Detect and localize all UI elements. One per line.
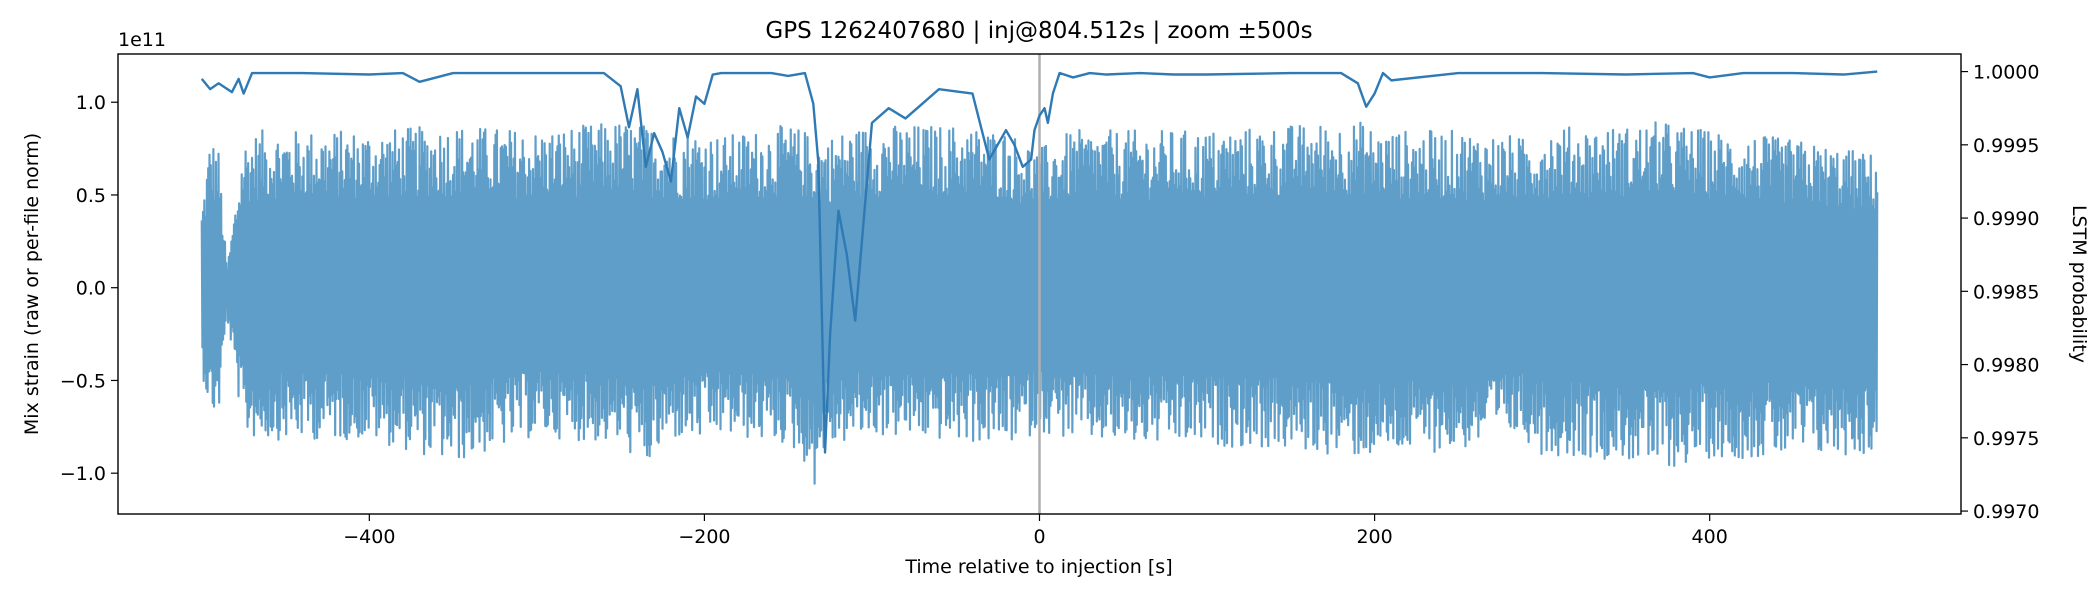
x-tick-label: −400: [343, 526, 395, 548]
y2-tick-label: 0.9970: [1973, 501, 2039, 523]
y2-axis-title: LSTM probability: [2068, 205, 2090, 363]
y-tick-label: 0.0: [76, 278, 106, 300]
y2-tick-label: 0.9985: [1973, 281, 2039, 303]
plot-content: [200, 54, 1879, 514]
x-tick-label: 200: [1356, 526, 1392, 548]
y2-tick-label: 0.9980: [1973, 355, 2039, 377]
y-tick-label: −1.0: [60, 463, 106, 485]
y-tick-label: −0.5: [60, 370, 106, 392]
chart-title: GPS 1262407680 | inj@804.512s | zoom ±50…: [765, 18, 1312, 44]
y2-tick-label: 1.0000: [1973, 62, 2039, 84]
x-axis: −400 −200 0 200 400: [343, 514, 1728, 548]
x-tick-label: −200: [678, 526, 730, 548]
y-tick-label: 0.5: [76, 185, 106, 207]
y2-tick-label: 0.9975: [1973, 428, 2039, 450]
y-axis-left: −1.0 −0.5 0.0 0.5 1.0: [60, 92, 118, 485]
y2-tick-label: 0.9995: [1973, 135, 2039, 157]
y-axis-title: Mix strain (raw or per-file norm): [21, 133, 43, 435]
y2-tick-label: 0.9990: [1973, 208, 2039, 230]
y-axis-right: 0.9970 0.9975 0.9980 0.9985 0.9990 0.9995 1.00…: [1961, 62, 2039, 523]
y-tick-label: 1.0: [76, 92, 106, 114]
y-axis-offset-label: 1e11: [118, 29, 166, 51]
x-axis-title: Time relative to injection [s]: [904, 556, 1172, 578]
lstm-probability-line: [200, 70, 1878, 454]
x-tick-label: 0: [1033, 526, 1045, 548]
x-tick-label: 400: [1692, 526, 1728, 548]
